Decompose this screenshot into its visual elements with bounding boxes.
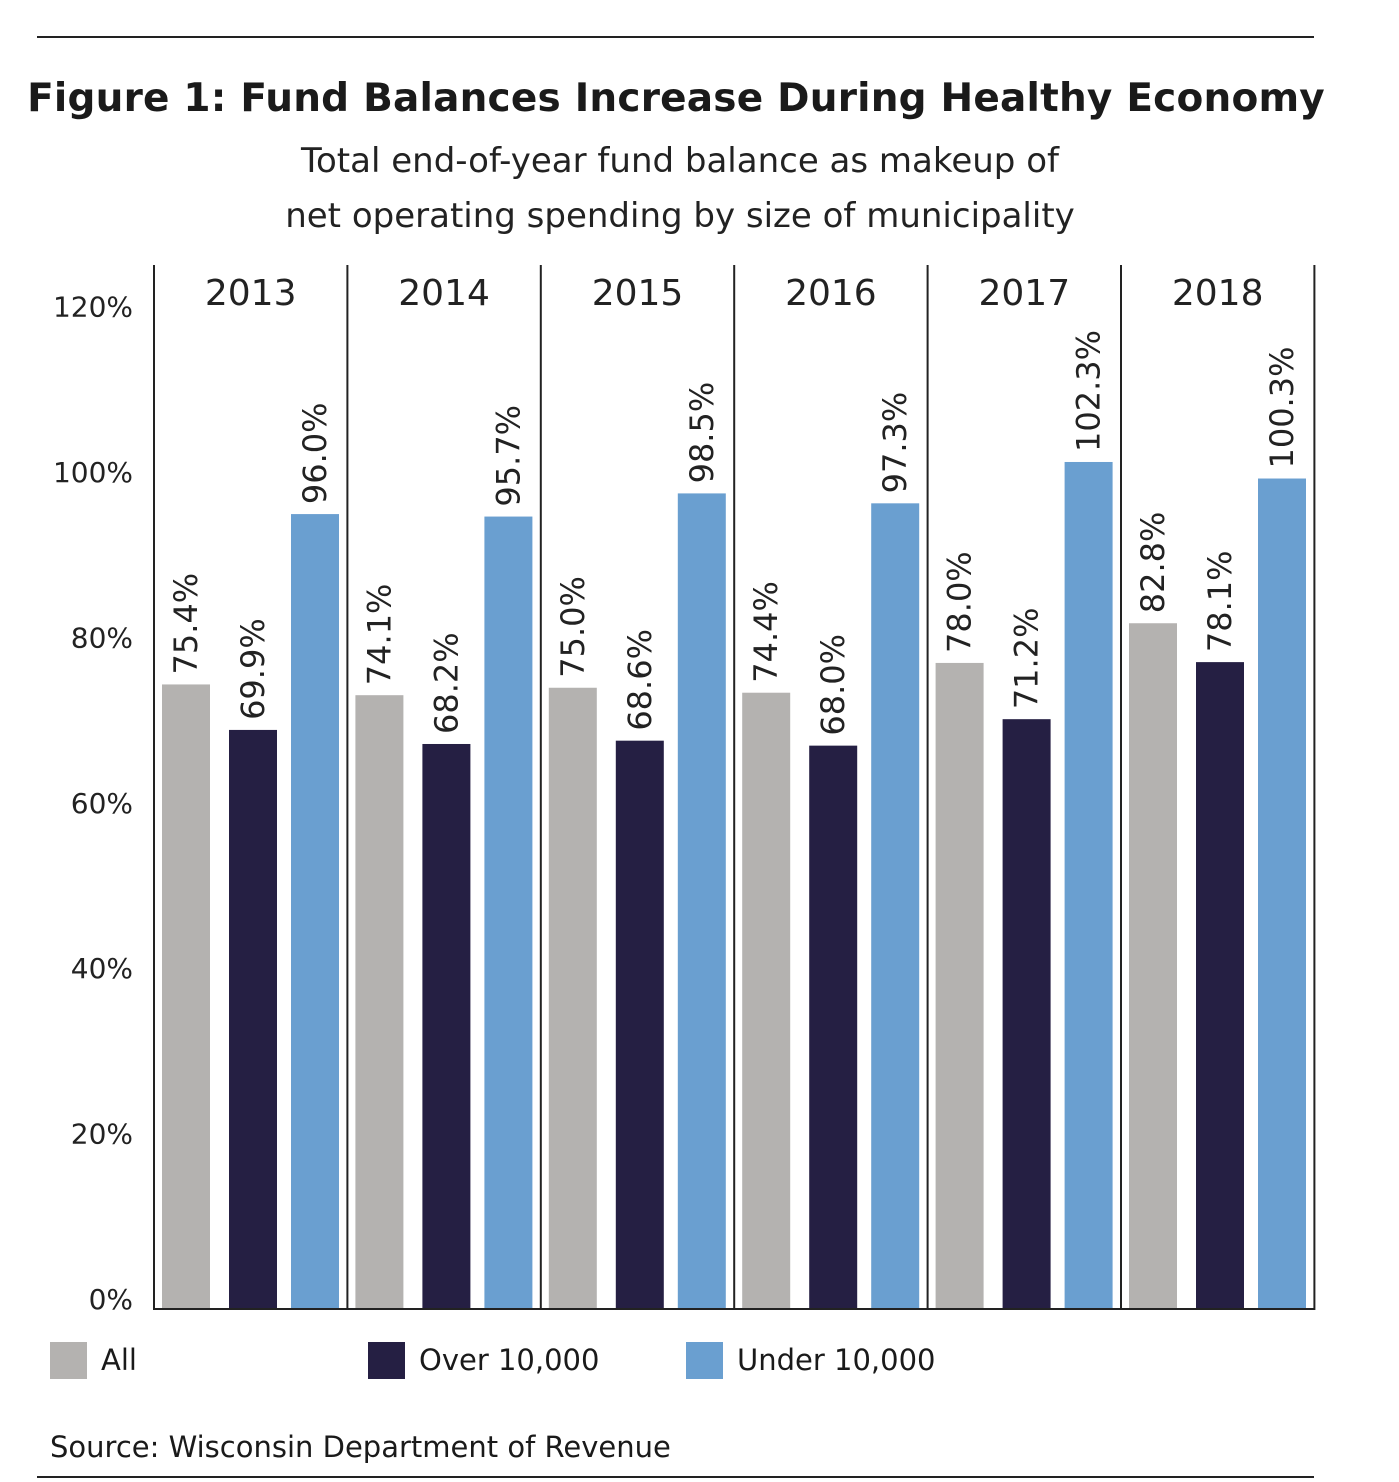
bar — [1196, 662, 1244, 1308]
bar — [677, 493, 726, 1308]
bar — [1129, 623, 1177, 1308]
chart-subtitle: Total end-of-year fund balance as makeup… — [285, 141, 1075, 236]
bar — [484, 516, 533, 1308]
data-label: 82.8% — [1134, 512, 1172, 614]
data-label: 95.7% — [489, 405, 527, 507]
data-label: 68.6% — [621, 629, 659, 731]
data-label: 102.3% — [1070, 330, 1108, 452]
legend-label-under-10000: Under 10,000 — [737, 1343, 936, 1377]
legend-swatch-under-10000 — [686, 1341, 723, 1379]
bar — [809, 745, 858, 1308]
legend-item-over-10000: Over 10,000 — [368, 1340, 599, 1380]
data-label: 100.3% — [1263, 347, 1301, 469]
bar — [162, 684, 210, 1308]
category-label: 2018 — [1172, 273, 1264, 314]
legend-item-all: All — [50, 1340, 137, 1380]
y-tick-label: 100% — [53, 456, 133, 489]
y-tick-label: 120% — [53, 291, 133, 324]
category-label: 2015 — [592, 273, 684, 314]
bar — [1002, 719, 1051, 1308]
data-label: 74.4% — [747, 581, 785, 683]
legend-item-under-10000: Under 10,000 — [686, 1340, 935, 1380]
bar — [1064, 461, 1113, 1308]
bar — [1258, 478, 1306, 1308]
legend-swatch-all — [50, 1341, 87, 1379]
y-tick-label: 80% — [71, 621, 133, 654]
bar — [615, 740, 664, 1308]
data-label: 78.1% — [1201, 550, 1239, 652]
legend-label-all: All — [101, 1343, 137, 1377]
data-label: 68.2% — [427, 632, 465, 734]
bar — [229, 729, 277, 1308]
bar — [291, 514, 339, 1308]
data-label: 69.9% — [234, 618, 272, 720]
category-label: 2014 — [398, 273, 490, 314]
category-label: 2017 — [978, 273, 1070, 314]
legend-label-over-10000: Over 10,000 — [419, 1343, 600, 1377]
bar — [871, 503, 920, 1309]
y-tick-label: 60% — [71, 787, 133, 820]
data-label: 97.3% — [876, 392, 914, 494]
data-label: 74.1% — [360, 584, 398, 686]
y-tick-label: 40% — [71, 952, 133, 985]
bottom-rule — [37, 1476, 1314, 1478]
data-label: 75.4% — [167, 573, 205, 675]
data-label: 75.0% — [554, 576, 592, 678]
data-label: 96.0% — [296, 402, 334, 504]
bar — [742, 692, 791, 1308]
category-label: 2016 — [785, 273, 877, 314]
data-label: 68.0% — [814, 634, 852, 736]
source-note: Source: Wisconsin Department of Revenue — [50, 1430, 671, 1464]
y-tick-label: 20% — [71, 1118, 133, 1151]
bar — [548, 687, 597, 1308]
y-tick-label: 0% — [89, 1283, 133, 1316]
data-label: 78.0% — [941, 551, 979, 653]
bar — [935, 662, 984, 1308]
legend-swatch-over-10000 — [368, 1341, 405, 1379]
bar — [355, 695, 404, 1308]
bar — [422, 743, 471, 1308]
data-label: 98.5% — [683, 382, 721, 484]
top-rule — [37, 36, 1314, 38]
chart-title: Figure 1: Fund Balances Increase During … — [27, 76, 1325, 121]
bar-chart: 0% 20% 40% 60% 80% 100% 120% 2013 75.4% 69.9% 96.0… — [53, 265, 1316, 1316]
data-label: 71.2% — [1008, 608, 1046, 710]
category-label: 2013 — [205, 273, 297, 314]
